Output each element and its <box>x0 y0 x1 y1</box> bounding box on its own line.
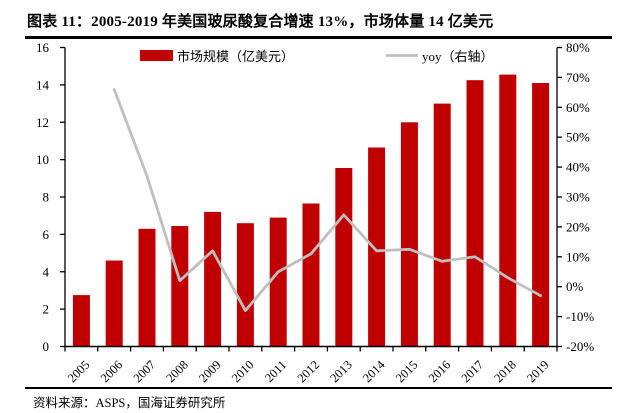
bars-group <box>72 74 550 347</box>
x-axis-label: 2019 <box>524 358 552 386</box>
x-axis-label: 2012 <box>295 358 323 386</box>
x-axis-label: 2005 <box>65 358 93 386</box>
bar-2009 <box>204 211 222 347</box>
left-axis-tick-label: 8 <box>43 190 50 205</box>
bar-2006 <box>105 260 123 347</box>
right-axis-tick-label: 40% <box>566 160 590 175</box>
source-note: 资料来源：ASPS，国海证券研究所 <box>33 396 226 410</box>
left-axis-tick-label: 2 <box>43 302 50 317</box>
right-axis-tick-label: 0% <box>566 279 584 294</box>
bar-2010 <box>236 223 254 347</box>
x-axis-label: 2013 <box>327 358 355 386</box>
x-axis-label: 2006 <box>98 358 126 386</box>
legend-bar-swatch <box>140 50 173 61</box>
bar-2014 <box>368 147 386 347</box>
yoy-line <box>112 88 542 313</box>
bar-2017 <box>466 80 484 347</box>
right-axis-tick-label: 10% <box>566 249 590 264</box>
x-axis-label: 2007 <box>131 358 159 386</box>
right-axis-tick-label: 60% <box>566 100 590 115</box>
left-axis-tick-label: 6 <box>43 227 50 242</box>
left-axis-tick-label: 10 <box>36 152 49 167</box>
title-divider <box>25 36 612 39</box>
right-axis-tick-label: 50% <box>566 130 590 145</box>
x-axis-label: 2010 <box>229 358 257 386</box>
legend-bar-label: 市场规模（亿美元） <box>177 49 294 64</box>
bar-2005 <box>72 295 90 347</box>
x-axis-label: 2016 <box>426 358 454 386</box>
x-axis-label: 2018 <box>491 358 519 386</box>
right-axis-tick-label: 20% <box>566 219 590 234</box>
bar-2008 <box>171 226 189 347</box>
right-axis-tick-label: 70% <box>566 70 590 85</box>
bar-2011 <box>269 217 287 347</box>
figure-title: 图表 11：2005-2019 年美国玻尿酸复合增速 13%，市场体量 14 亿… <box>27 14 494 30</box>
x-axis-label: 2008 <box>163 358 191 386</box>
x-axis-label: 2014 <box>360 357 388 385</box>
x-axis-label: 2011 <box>262 358 289 385</box>
right-axis-tick-label: -10% <box>566 309 594 324</box>
x-axis-label: 2015 <box>393 358 421 386</box>
left-axis-tick-label: 4 <box>43 264 50 279</box>
bar-2013 <box>335 168 353 347</box>
footer-divider <box>25 387 612 389</box>
yoy-line-path <box>112 88 542 313</box>
left-axis-tick-label: 16 <box>36 40 50 55</box>
bar-2007 <box>138 228 156 347</box>
bar-2018 <box>499 74 517 347</box>
bar-2019 <box>532 83 550 347</box>
right-axis-tick-label: -20% <box>566 339 594 354</box>
bar-2015 <box>400 122 418 347</box>
x-axis-label: 2009 <box>196 358 224 386</box>
bar-2012 <box>302 203 320 347</box>
right-axis-tick-label: 30% <box>566 190 590 205</box>
left-axis-tick-label: 0 <box>43 339 50 354</box>
legend: 市场规模（亿美元） yoy（右轴） <box>140 49 494 64</box>
right-axis-tick-label: 80% <box>566 40 590 55</box>
left-axis-tick-label: 14 <box>36 77 50 92</box>
legend-line-label: yoy（右轴） <box>422 49 494 64</box>
bar-2016 <box>433 103 451 347</box>
left-axis-tick-label: 12 <box>36 115 49 130</box>
x-axis-label: 2017 <box>459 358 487 386</box>
